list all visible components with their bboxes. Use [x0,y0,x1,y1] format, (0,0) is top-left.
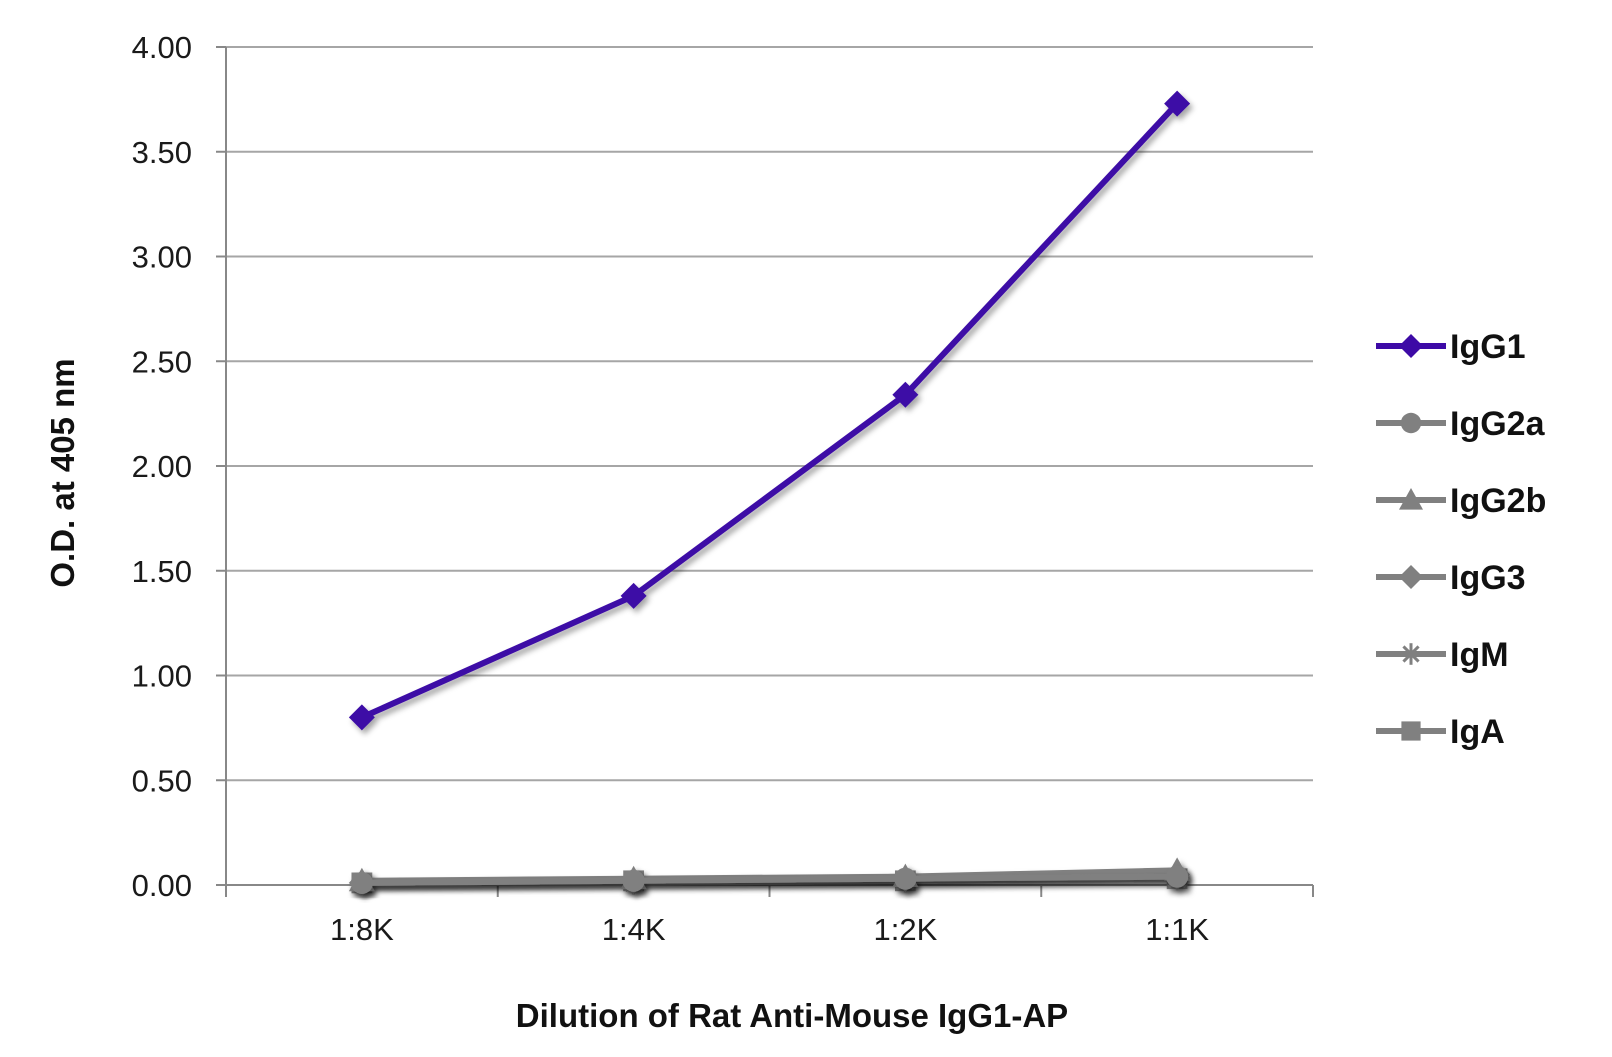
data-point [1166,865,1189,888]
x-axis-title: Dilution of Rat Anti-Mouse IgG1-AP [516,997,1068,1034]
legend-label: IgA [1450,713,1505,751]
legend: IgG1 IgG2a IgG2b IgG3 IgM IgA [1376,328,1546,751]
data-point [622,869,645,892]
y-tick-label: 2.50 [132,344,192,379]
legend-label: IgG2a [1450,405,1546,443]
data-point [348,704,375,731]
marker-stroke [1402,645,1420,663]
axes [216,46,1314,897]
y-axis-title: O.D. at 405 nm [44,358,81,587]
legend-label: IgG2b [1450,482,1546,520]
tick-labels: 0.00 0.50 1.00 1.50 2.00 2.50 3.00 3.50 4.00 1:8K… [132,30,1210,947]
y-tick-label: 0.50 [132,763,192,798]
data-point [892,381,919,408]
data-point [894,867,917,890]
legend-marker [1399,488,1423,510]
data-point [350,871,373,894]
y-tick-label: 2.00 [132,449,192,484]
legend-label: IgG3 [1450,559,1526,597]
x-tick-label: 1:1K [1145,912,1209,947]
legend-item-igg2a: IgG2a [1376,405,1546,443]
y-tick-label: 1.00 [132,659,192,694]
y-tick-label: 3.50 [132,135,192,170]
x-tick-label: 1:8K [330,912,394,947]
y-tick-label: 3.00 [132,240,192,275]
series-igg1 [348,90,1191,731]
gridlines [226,46,1313,782]
legend-label: IgG1 [1450,328,1526,366]
y-tick-label: 0.00 [132,868,192,903]
plot-area [348,90,1191,896]
legend-label: IgM [1450,636,1509,674]
legend-item-igg2b: IgG2b [1376,482,1546,520]
y-tick-label: 1.50 [132,554,192,589]
legend-marker [1400,412,1422,434]
series-line [361,873,1178,886]
x-tick-label: 1:4K [602,912,666,947]
legend-item-iga: IgA [1376,713,1505,751]
x-tick-label: 1:2K [873,912,937,947]
data-point [620,582,647,609]
series-line [360,101,1180,721]
series-igg2a [350,865,1189,894]
legend-item-igg3: IgG3 [1376,559,1526,597]
y-tick-label: 4.00 [132,30,192,65]
data-point [1164,90,1191,117]
legend-marker [1401,721,1421,741]
legend-item-igg1: IgG1 [1376,328,1526,366]
legend-marker [1399,334,1423,358]
legend-marker [1399,565,1423,589]
legend-item-igm: IgM [1376,636,1509,674]
legend-marker [1400,643,1422,665]
